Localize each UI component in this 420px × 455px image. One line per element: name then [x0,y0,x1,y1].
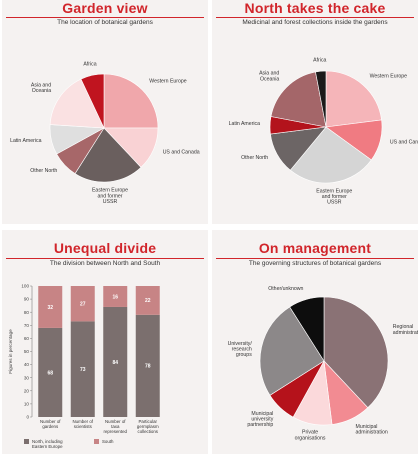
slice-label-us-and-canada: US and Canada [163,149,200,155]
pie-slice-asia-and-oceania [49,78,105,129]
title-rule [6,258,204,259]
y-axis-label: Figures in percentage [8,329,13,374]
bar-north-including-eastern-europe-number-of-scientists [70,321,95,417]
pie-slice-university-research-groups [259,306,325,396]
slice-label-eastern-europe-and-former-ussr: Eastern Europe and former USSR [316,189,352,206]
slice-label-municipal-university-partnership: Municipal university partnership [247,411,273,428]
slice-label-asia-and-oceania: Asia and Oceania [259,71,279,83]
slice-label-eastern-europe-and-former-ussr: Eastern Europe and former USSR [92,188,128,205]
bar-value-label: 84 [112,360,118,366]
y-tick-label: 20 [24,388,30,393]
y-tick-label: 0 [26,415,29,420]
chart-subtitle: The location of botanical gardens [57,19,153,26]
slice-label-other-unknown: Other/unknown [268,286,303,292]
title-rule [216,17,414,18]
pie-slice-other-unknown [289,296,325,363]
chart-title: North takes the cake [244,0,386,16]
slice-label-western-europe: Western Europe [149,79,187,85]
chart-title: Garden view [62,0,148,16]
bar-value-label: 16 [112,294,118,300]
y-tick-label: 40 [24,362,30,367]
slice-label-regional-administration: Regionaladministration [393,324,418,336]
chart-title: On management [258,240,372,256]
bar-north-including-eastern-europe-number-of-gardens [38,327,63,417]
slice-label-private-organisations: Private organisations [295,430,326,442]
y-tick-label: 30 [24,375,30,380]
panel-on-management: On management The governing structures o… [212,230,418,454]
slice-label-latin-america: Latin America [229,121,261,127]
chart-subtitle: The division between North and South [49,260,161,267]
bar-south-number-of-taxa-represented [103,286,128,307]
category-label-number-of-gardens: Number of gardens [40,419,61,429]
slice-label-africa: Africa [83,62,96,68]
bar-south-number-of-scientists [70,286,95,322]
bar-north-including-eastern-europe-number-of-taxa-represented [103,306,128,417]
slice-label-us-and-canada: US and Canada [390,139,418,145]
bar-value-label: 22 [145,298,151,304]
pie-slice-eastern-europe-and-former-ussr [289,126,372,184]
pie-slice-africa [80,73,105,129]
chart-subtitle: The governing structures of botanical ga… [248,260,382,267]
pie-slice-western-europe [325,70,382,128]
y-tick-label: 90 [24,297,30,302]
panel-north-takes-the-cake: North takes the cake Medicinal and fores… [212,0,418,224]
bar-value-label: 27 [80,301,86,307]
pie-slice-africa [315,70,327,128]
y-tick-label: 50 [24,349,30,354]
bar-south-number-of-gardens [38,286,63,328]
y-tick-label: 80 [24,310,30,315]
slice-label-asia-and-oceania: Asia and Oceania [31,82,51,94]
bar-value-label: 32 [47,305,53,311]
legend-label-north-including-eastern-europe: North, including Eastern Europe [32,439,63,449]
chart-title: Unequal divide [53,240,157,256]
slice-label-other-north: Other North [30,168,57,174]
pie-slice-asia-and-oceania [270,71,327,128]
title-rule [6,17,204,18]
bar-value-label: 78 [145,364,151,370]
slice-label-other-north: Other North [241,155,268,161]
y-tick-label: 100 [21,284,29,289]
legend-swatch-north-including-eastern-europe [24,439,29,444]
bar-south-particular-germplasm-collections [135,286,160,315]
slice-label-western-europe: Western Europe [370,74,408,80]
bar-chart-unequal-divide: 0 10 20 30 40 50 60 70 80 90 100 Figures in percent… [8,284,160,449]
slice-label-municipal-administration: Municipal administration [356,424,388,436]
category-label-particular-germplasm-collections: Particular germplasm collections [137,419,159,434]
slice-label-africa: Africa [313,57,326,63]
pie-slice-regional-administration [323,296,389,409]
legend-label-south: South [102,439,114,444]
y-tick-label: 10 [24,402,30,407]
slice-label-latin-america: Latin America [10,138,42,144]
category-label-number-of-taxa-represented: Number of taxa represented [104,419,128,434]
bar-value-label: 68 [47,370,53,376]
y-tick-label: 70 [24,323,30,328]
slice-label-university-research-groups: University/research groups [228,341,253,358]
pie-chart-on-management: Regionaladministration Municipaladministr… [228,286,418,442]
pie-slice-western-europe [103,73,159,129]
pie-chart-garden-view: Western Europe US and Canada Eastern Europ… [10,62,200,205]
pie-slice-eastern-europe-and-former-ussr [74,127,142,183]
bar-north-including-eastern-europe-particular-germplasm-collections [135,314,160,417]
category-label-number-of-scientists: Number of scientists [73,419,94,429]
y-tick-label: 60 [24,336,30,341]
pie-chart-north-takes-the-cake: Western Europe US and Canada Eastern Europ… [229,57,418,206]
panel-unequal-divide: Unequal divide The division between Nort… [2,230,208,454]
title-rule [216,258,414,259]
bar-value-label: 73 [80,367,86,373]
chart-subtitle: Medicinal and forest collections inside … [242,19,388,26]
legend-swatch-south [94,439,99,444]
panel-garden-view: Garden view The location of botanical ga… [2,0,208,224]
